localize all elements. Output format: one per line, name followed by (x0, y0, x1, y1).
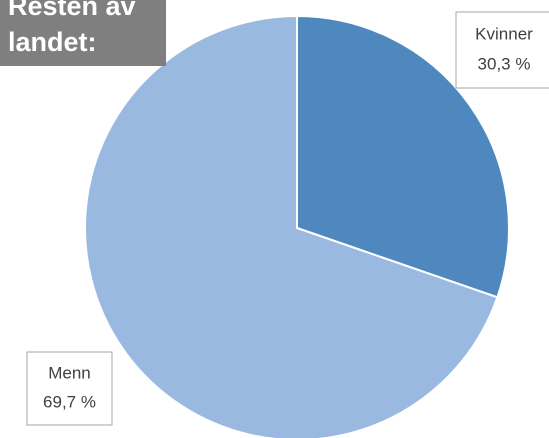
label-box (26, 351, 113, 426)
chart-title: Resten av landet: (0, 0, 166, 66)
slice-value-label: 69,7 % (43, 393, 96, 412)
pie-slice (296, 14, 510, 299)
pie-slice (84, 14, 499, 438)
label-box (455, 11, 549, 89)
slice-label: Kvinner (475, 24, 533, 43)
slice-value-label: 30,3 % (478, 55, 531, 74)
slice-label: Menn (48, 363, 91, 382)
